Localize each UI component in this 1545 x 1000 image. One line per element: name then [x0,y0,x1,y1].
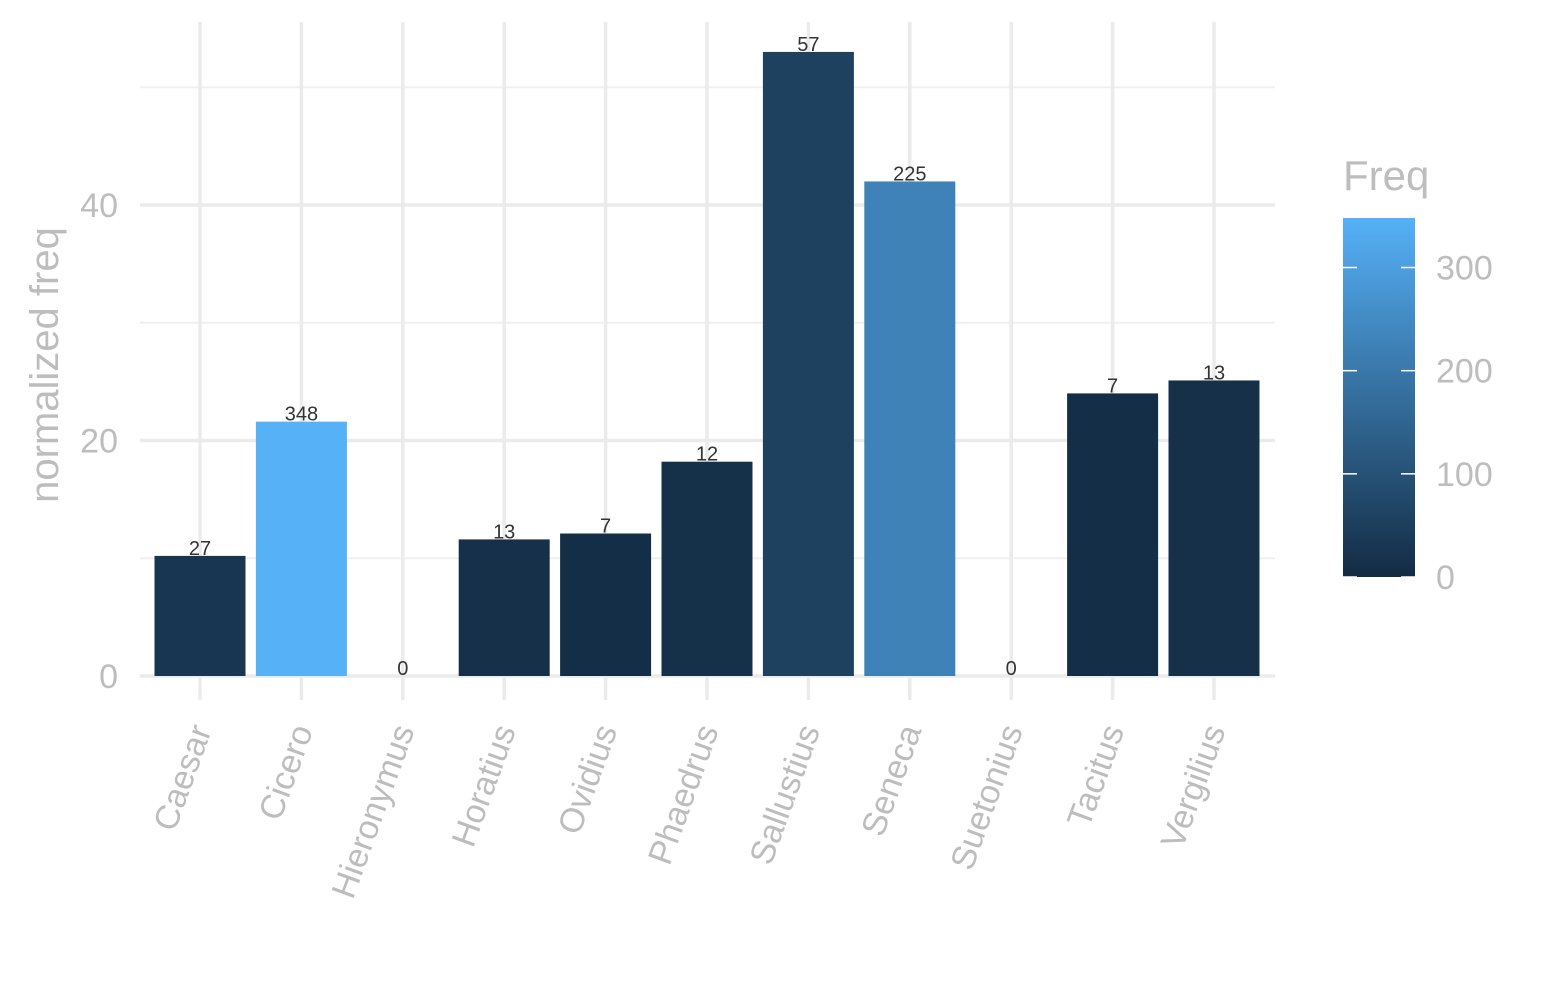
bar-value-label: 348 [285,404,318,426]
bar [154,555,246,676]
bar-value-label: 0 [397,658,408,680]
x-tick-label: Phaedrus [641,720,726,870]
y-tick-label: 0 [99,658,118,696]
legend-title: Freq [1343,152,1429,199]
bar [1168,380,1260,676]
legend-ticks: 0 100 200 300 [1343,250,1493,597]
legend-colorbar [1343,218,1415,577]
x-tick-label: Horatius [445,720,524,852]
bars [154,51,1260,677]
bar-value-label: 225 [893,163,926,185]
bar-labels: 27 348 0 13 7 12 57 225 0 7 13 [189,34,1225,680]
bar-value-label: 27 [189,538,211,560]
bar-value-label: 12 [696,444,718,466]
bar [560,533,652,676]
color-legend: Freq 0 100 200 300 [1343,152,1493,597]
y-axis-title: normalized freq [23,227,67,503]
bar [255,421,347,676]
bar [458,539,550,676]
x-axis-ticks: Caesar Cicero Hieronymus Horatius Ovidius Pha… [146,720,1233,904]
bar-value-label: 7 [1107,375,1118,397]
x-tick-label: Cicero [252,720,321,825]
x-tick-label: Vergilius [1154,720,1234,854]
y-axis-ticks: 0 20 40 [80,187,118,696]
bar-value-label: 57 [797,34,819,56]
x-tick-label: Hieronymus [325,720,423,903]
legend-tick-label: 100 [1436,456,1493,494]
bar-value-label: 0 [1006,658,1017,680]
bar [661,461,753,676]
x-tick-label: Sallustius [742,720,827,870]
x-tick-label: Caesar [146,720,219,836]
x-tick-label: Ovidius [551,720,625,840]
bar [1067,393,1159,676]
bar [864,181,956,676]
x-tick-label: Suetonius [943,720,1030,875]
x-tick-label: Tacitus [1060,720,1132,832]
y-tick-label: 20 [80,423,118,461]
legend-tick-label: 0 [1436,559,1455,597]
y-tick-label: 40 [80,187,118,225]
legend-tick-label: 300 [1436,250,1493,288]
bar-value-label: 13 [1203,362,1225,384]
bar-value-label: 13 [493,521,515,543]
bar [762,51,854,677]
bar-value-label: 7 [600,516,611,538]
legend-tick-label: 200 [1436,353,1493,391]
x-tick-label: Seneca [854,720,929,841]
